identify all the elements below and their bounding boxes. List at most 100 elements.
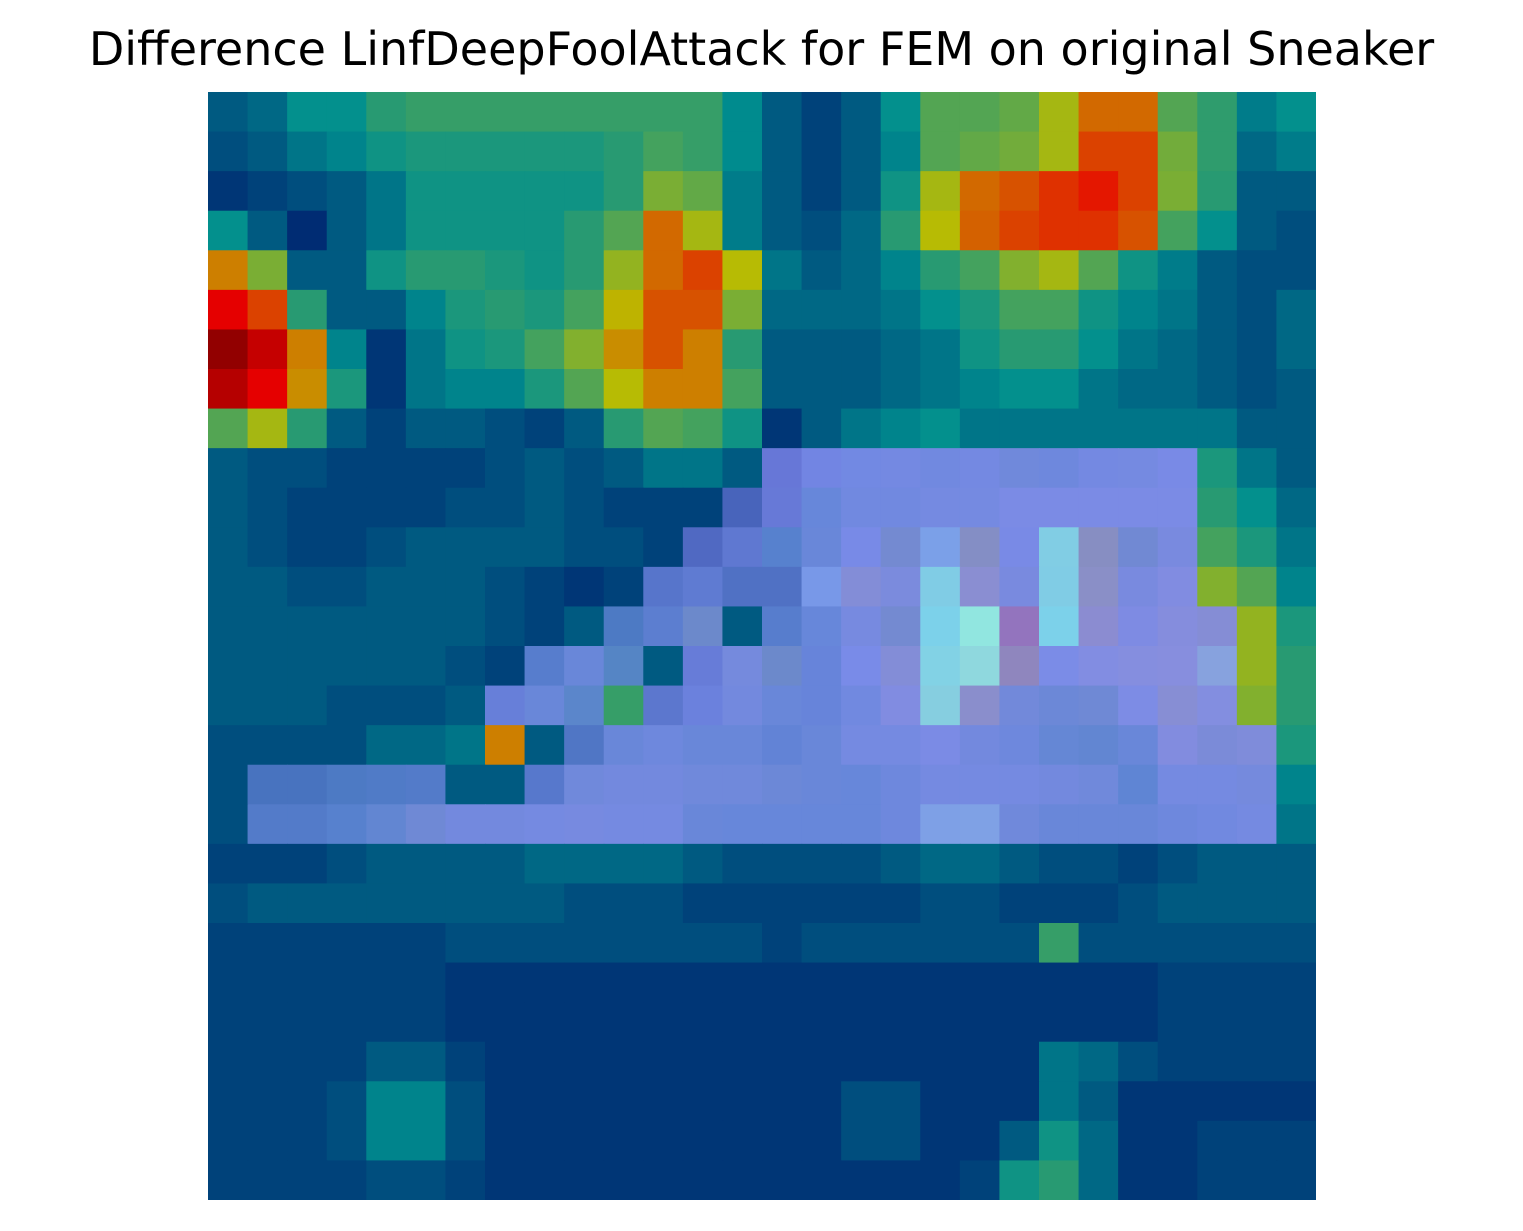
heatmap-cell-r24-c26 (1236, 1041, 1278, 1082)
heatmap-cell-r14-c15 (801, 646, 842, 687)
heatmap-cell-r4-c19 (959, 250, 1001, 291)
heatmap-cell-r17-c10 (603, 764, 644, 805)
heatmap-cell-r23-c8 (524, 1002, 565, 1043)
heatmap-cell-r2-c19 (959, 171, 1001, 212)
heatmap-cell-r2-c10 (603, 171, 644, 212)
heatmap-cell-r15-c9 (564, 685, 605, 726)
heatmap-cell-r14-c1 (247, 646, 288, 687)
heatmap-cell-r23-c26 (1236, 1002, 1278, 1043)
heatmap-cell-r17-c26 (1236, 764, 1278, 805)
heatmap-cell-r16-c12 (682, 725, 724, 766)
heatmap-cell-r8-c4 (366, 408, 407, 449)
heatmap-cell-r27-c10 (603, 1160, 644, 1200)
heatmap-cell-r24-c8 (524, 1041, 565, 1082)
heatmap-cell-r24-c19 (959, 1041, 1001, 1082)
heatmap-cell-r18-c24 (1157, 804, 1198, 845)
heatmap-cell-r2-c12 (682, 171, 724, 212)
heatmap-cell-r18-c27 (1276, 804, 1316, 845)
heatmap-cell-r0-c2 (287, 92, 328, 133)
heatmap-cell-r25-c20 (999, 1081, 1040, 1122)
heatmap-cell-r20-c26 (1236, 883, 1278, 924)
heatmap-cell-r25-c23 (1118, 1081, 1159, 1122)
heatmap-cell-r22-c10 (603, 962, 644, 1003)
heatmap-cell-r19-c13 (722, 843, 763, 885)
heatmap-cell-r2-c20 (999, 171, 1040, 212)
heatmap-cell-r7-c26 (1236, 369, 1278, 410)
heatmap-cell-r11-c14 (762, 527, 803, 568)
heatmap-cell-r16-c4 (366, 725, 407, 766)
heatmap-cell-r20-c0 (208, 883, 249, 924)
heatmap-cell-r3-c23 (1118, 210, 1159, 251)
heatmap-cell-r24-c10 (603, 1041, 644, 1082)
heatmap-cell-r5-c8 (524, 289, 565, 331)
heatmap-cell-r8-c10 (603, 408, 644, 449)
heatmap-cell-r12-c6 (445, 566, 486, 608)
heatmap-cell-r9-c21 (1039, 448, 1080, 489)
heatmap-cell-r27-c3 (326, 1160, 367, 1200)
heatmap-cell-r13-c3 (326, 606, 367, 647)
heatmap-cell-r15-c22 (1078, 685, 1119, 726)
heatmap-cell-r13-c21 (1039, 606, 1080, 647)
heatmap-cell-r12-c16 (841, 566, 882, 608)
heatmap-cell-r4-c0 (208, 250, 249, 291)
heatmap-cell-r6-c24 (1157, 329, 1198, 370)
heatmap-cell-r20-c25 (1197, 883, 1238, 924)
heatmap-cell-r3-c21 (1039, 210, 1080, 251)
heatmap-cell-r7-c7 (485, 369, 526, 410)
heatmap-cell-r9-c2 (287, 448, 328, 489)
heatmap-cell-r1-c17 (880, 131, 921, 172)
heatmap-cell-r24-c23 (1118, 1041, 1159, 1082)
heatmap-cell-r13-c0 (208, 606, 249, 647)
heatmap-cell-r27-c4 (366, 1160, 407, 1200)
heatmap-cell-r18-c18 (920, 804, 961, 845)
heatmap-cell-r10-c1 (247, 487, 288, 528)
heatmap-cell-r9-c12 (682, 448, 724, 489)
heatmap-cell-r20-c14 (762, 883, 803, 924)
heatmap-cell-r12-c14 (762, 566, 803, 608)
heatmap-cell-r10-c19 (959, 487, 1001, 528)
heatmap-cell-r18-c8 (524, 804, 565, 845)
heatmap-cell-r9-c15 (801, 448, 842, 489)
heatmap-cell-r25-c14 (762, 1081, 803, 1122)
heatmap-cell-r7-c11 (643, 369, 684, 410)
heatmap-cell-r27-c16 (841, 1160, 882, 1200)
heatmap-cell-r8-c22 (1078, 408, 1119, 449)
heatmap-cell-r8-c15 (801, 408, 842, 449)
heatmap-cell-r8-c20 (999, 408, 1040, 449)
heatmap-cell-r5-c16 (841, 289, 882, 331)
heatmap-cell-r7-c19 (959, 369, 1001, 410)
heatmap-cell-r15-c5 (405, 685, 447, 726)
heatmap-cell-r9-c0 (208, 448, 249, 489)
heatmap-cell-r25-c18 (920, 1081, 961, 1122)
heatmap-cell-r23-c2 (287, 1002, 328, 1043)
heatmap-cell-r8-c2 (287, 408, 328, 449)
heatmap-cell-r27-c27 (1276, 1160, 1316, 1200)
heatmap-cell-r0-c1 (247, 92, 288, 133)
heatmap-cell-r9-c18 (920, 448, 961, 489)
heatmap-cell-r11-c4 (366, 527, 407, 568)
heatmap-cell-r21-c26 (1236, 923, 1278, 964)
heatmap-cell-r15-c20 (999, 685, 1040, 726)
heatmap-cell-r1-c25 (1197, 131, 1238, 172)
heatmap-cell-r15-c26 (1236, 685, 1278, 726)
heatmap-cell-r25-c10 (603, 1081, 644, 1122)
heatmap-cell-r15-c12 (682, 685, 724, 726)
heatmap-cell-r2-c0 (208, 171, 249, 212)
heatmap-cell-r25-c25 (1197, 1081, 1238, 1122)
heatmap-cell-r14-c21 (1039, 646, 1080, 687)
heatmap-cell-r6-c27 (1276, 329, 1316, 370)
heatmap-cell-r11-c3 (326, 527, 367, 568)
heatmap-cell-r22-c12 (682, 962, 724, 1003)
heatmap-cell-r23-c16 (841, 1002, 882, 1043)
heatmap-cell-r17-c13 (722, 764, 763, 805)
heatmap-cell-r1-c9 (564, 131, 605, 172)
heatmap-cell-r11-c16 (841, 527, 882, 568)
heatmap-cell-r20-c6 (445, 883, 486, 924)
heatmap-cell-r11-c26 (1236, 527, 1278, 568)
heatmap-cell-r6-c5 (405, 329, 447, 370)
heatmap-cell-r22-c2 (287, 962, 328, 1003)
heatmap-cell-r23-c27 (1276, 1002, 1316, 1043)
heatmap-cell-r10-c4 (366, 487, 407, 528)
heatmap-cell-r26-c13 (722, 1120, 763, 1162)
heatmap-cell-r14-c0 (208, 646, 249, 687)
